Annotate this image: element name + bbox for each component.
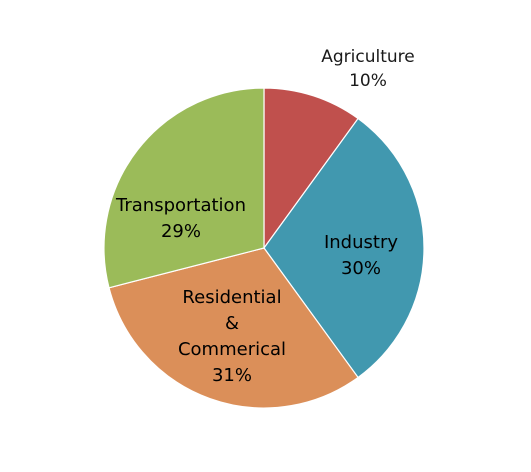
pie-slice-industry xyxy=(263,117,425,379)
data-label-agriculture-name: Agriculture xyxy=(321,47,415,67)
data-label-residential-name: Residential xyxy=(182,287,281,308)
pie-slice-agriculture xyxy=(263,87,359,250)
pie-slice-residential xyxy=(108,247,359,409)
data-label-residential: Residential & Commerical 31% xyxy=(178,287,286,386)
data-label-agriculture: Agriculture 10% xyxy=(321,47,415,91)
data-label-agriculture-value: 10% xyxy=(349,71,387,91)
data-label-industry-value: 30% xyxy=(341,258,381,279)
data-label-industry-name: Industry xyxy=(324,232,398,253)
data-label-transportation-value: 29% xyxy=(161,221,201,242)
data-label-residential-value: 31% xyxy=(212,365,252,386)
data-label-residential-name-2: Commerical xyxy=(178,339,286,360)
pie-slices xyxy=(103,87,425,409)
data-label-transportation: Transportation 29% xyxy=(115,195,246,242)
data-label-transportation-name: Transportation xyxy=(115,195,246,216)
data-label-residential-amp: & xyxy=(225,313,239,334)
pie-slice-transportation xyxy=(103,87,265,289)
data-label-industry: Industry 30% xyxy=(324,232,398,279)
